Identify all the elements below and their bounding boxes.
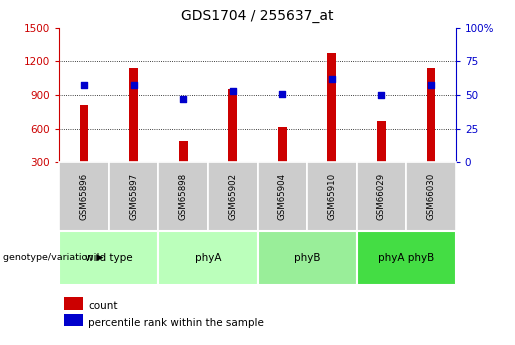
Bar <box>356 231 456 285</box>
Point <box>328 76 336 81</box>
Bar <box>59 162 109 231</box>
Bar <box>328 53 336 162</box>
Bar <box>406 162 456 231</box>
Bar <box>258 231 356 285</box>
Bar <box>356 162 406 231</box>
Text: genotype/variation ▶: genotype/variation ▶ <box>3 253 103 263</box>
Bar <box>159 231 258 285</box>
Text: count: count <box>88 302 117 311</box>
Point <box>229 88 237 93</box>
Bar <box>109 162 159 231</box>
Bar <box>278 127 287 162</box>
Text: GSM66029: GSM66029 <box>377 173 386 220</box>
Text: GDS1704 / 255637_at: GDS1704 / 255637_at <box>181 9 334 22</box>
Bar <box>258 162 307 231</box>
Text: phyB: phyB <box>294 253 320 263</box>
Bar <box>179 141 187 162</box>
Text: phyA: phyA <box>195 253 221 263</box>
Bar <box>79 105 89 162</box>
Point <box>179 96 187 102</box>
Point <box>377 92 386 98</box>
Point <box>129 83 138 88</box>
Bar <box>208 162 258 231</box>
Bar <box>159 162 208 231</box>
Bar <box>228 89 237 162</box>
Bar <box>377 121 386 162</box>
Text: GSM65904: GSM65904 <box>278 173 287 220</box>
Point <box>80 83 88 88</box>
Bar <box>307 162 356 231</box>
Bar <box>129 68 138 162</box>
Text: GSM65897: GSM65897 <box>129 173 138 220</box>
Bar <box>59 231 159 285</box>
Text: GSM65910: GSM65910 <box>328 173 336 220</box>
Text: wild type: wild type <box>85 253 132 263</box>
Point <box>427 83 435 88</box>
Text: percentile rank within the sample: percentile rank within the sample <box>88 318 264 327</box>
Text: GSM65902: GSM65902 <box>228 173 237 220</box>
Text: GSM65896: GSM65896 <box>79 173 89 220</box>
Text: GSM65898: GSM65898 <box>179 173 187 220</box>
Point <box>278 91 286 96</box>
Text: GSM66030: GSM66030 <box>426 173 436 220</box>
Bar <box>426 68 436 162</box>
Text: phyA phyB: phyA phyB <box>378 253 434 263</box>
